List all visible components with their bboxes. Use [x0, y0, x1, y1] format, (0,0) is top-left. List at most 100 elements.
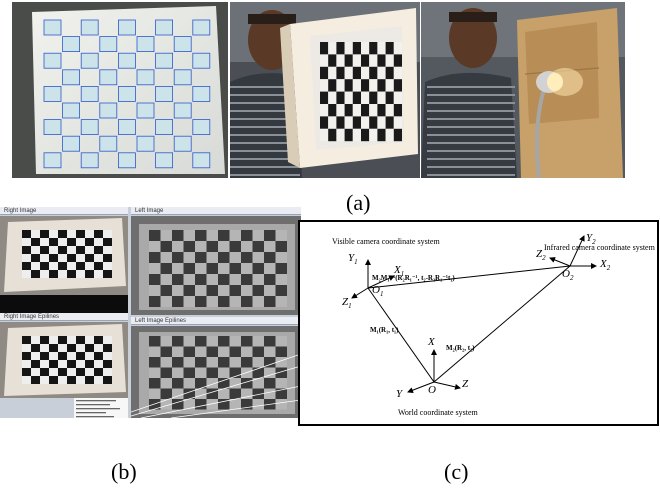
- checker-square: [369, 116, 378, 129]
- checker-square: [377, 42, 386, 55]
- checker-square: [369, 91, 378, 104]
- blue-square: [136, 135, 155, 152]
- checker-square: [275, 285, 287, 296]
- shirt-stripe: [427, 142, 515, 144]
- checker-square: [149, 274, 161, 285]
- shirt-stripe: [427, 118, 515, 120]
- shirt-stripe: [427, 86, 515, 88]
- blue-square: [155, 19, 174, 36]
- checker-square: [206, 296, 218, 307]
- checker-square: [31, 238, 40, 246]
- checker-square: [320, 116, 329, 129]
- checker-square: [76, 368, 85, 376]
- checker-square: [49, 230, 58, 238]
- checker-square: [172, 378, 184, 389]
- checker-square: [206, 230, 218, 241]
- checker-square: [40, 246, 49, 254]
- checker-square: [22, 230, 31, 238]
- window-title-left-image[interactable]: Left Image: [131, 207, 301, 215]
- blue-square: [118, 52, 136, 69]
- blue-square: [173, 102, 192, 119]
- checker-square: [49, 254, 58, 262]
- checker-square: [275, 252, 287, 263]
- person-holding-cardboard: [421, 2, 625, 178]
- checker-square: [385, 104, 394, 117]
- checker-square: [76, 352, 85, 360]
- world-x-label: X: [428, 336, 435, 348]
- checker-square: [352, 54, 361, 67]
- infrared-x-label: X2: [600, 258, 611, 273]
- checker-square: [149, 263, 161, 274]
- world-z-axis: [433, 381, 461, 390]
- checker-square: [369, 66, 378, 80]
- checker-square: [76, 246, 85, 254]
- checker-square: [206, 274, 218, 285]
- checker-square: [361, 66, 370, 80]
- checker-square: [320, 104, 329, 117]
- checker-square: [67, 352, 76, 360]
- checker-square: [183, 336, 195, 347]
- checker-square: [275, 230, 287, 241]
- checker-square: [172, 346, 184, 357]
- window-title-right-image[interactable]: Right Image: [0, 207, 128, 215]
- shirt-stripe: [230, 150, 300, 152]
- checker-square: [195, 336, 207, 347]
- left-epilines-view: [131, 326, 301, 418]
- checker-square: [67, 344, 76, 352]
- checker-square: [183, 252, 195, 263]
- checker-square: [229, 285, 241, 296]
- checker-square: [85, 344, 94, 352]
- checker-square: [252, 252, 264, 263]
- checker-square: [22, 368, 31, 376]
- window-title-left-epilines[interactable]: Left Image Epilines: [131, 317, 301, 325]
- checker-square: [206, 252, 218, 263]
- checker-square: [183, 263, 195, 274]
- checker-square: [241, 346, 253, 357]
- checker-square: [393, 128, 402, 142]
- checker-square: [328, 79, 337, 92]
- checker-square: [149, 336, 161, 347]
- blue-square: [99, 102, 118, 119]
- checker-square: [206, 357, 218, 368]
- checker-square: [85, 262, 94, 270]
- checker-square: [58, 270, 67, 278]
- checker-square: [328, 54, 337, 67]
- checker-square: [229, 346, 241, 357]
- checker-square: [49, 352, 58, 360]
- shirt-stripe: [427, 150, 515, 152]
- checker-square: [49, 238, 58, 246]
- checker-square: [264, 346, 276, 357]
- checker-square: [275, 357, 287, 368]
- checker-square: [31, 270, 40, 278]
- shirt-stripe: [427, 166, 515, 168]
- checker-square: [264, 241, 276, 252]
- checker-square: [183, 230, 195, 241]
- blue-checker-squares: [43, 19, 211, 169]
- infrared-transform-line: [433, 265, 571, 383]
- checker-square: [160, 378, 172, 389]
- blue-square: [136, 102, 155, 119]
- checker-square: [252, 357, 264, 368]
- checker-square: [344, 54, 353, 67]
- checker-square: [160, 346, 172, 357]
- checker-square: [328, 42, 337, 55]
- checker-square: [67, 368, 76, 376]
- checker-square: [328, 116, 337, 129]
- checker-square: [275, 274, 287, 285]
- checker-square: [94, 360, 103, 368]
- checker-square: [183, 399, 195, 410]
- checker-square: [385, 128, 394, 142]
- checker-square: [22, 376, 31, 384]
- checker-square: [85, 360, 94, 368]
- checker-square: [264, 263, 276, 274]
- blue-square: [80, 19, 99, 36]
- checker-square: [206, 367, 218, 378]
- blue-square: [80, 152, 99, 169]
- checker-square: [183, 346, 195, 357]
- checker-square: [160, 252, 172, 263]
- checker-square: [369, 128, 378, 142]
- window-title-right-epilines[interactable]: Right Image Epilines: [0, 313, 128, 321]
- checker-square: [352, 116, 361, 129]
- checker-square: [241, 357, 253, 368]
- checker-square: [344, 128, 353, 142]
